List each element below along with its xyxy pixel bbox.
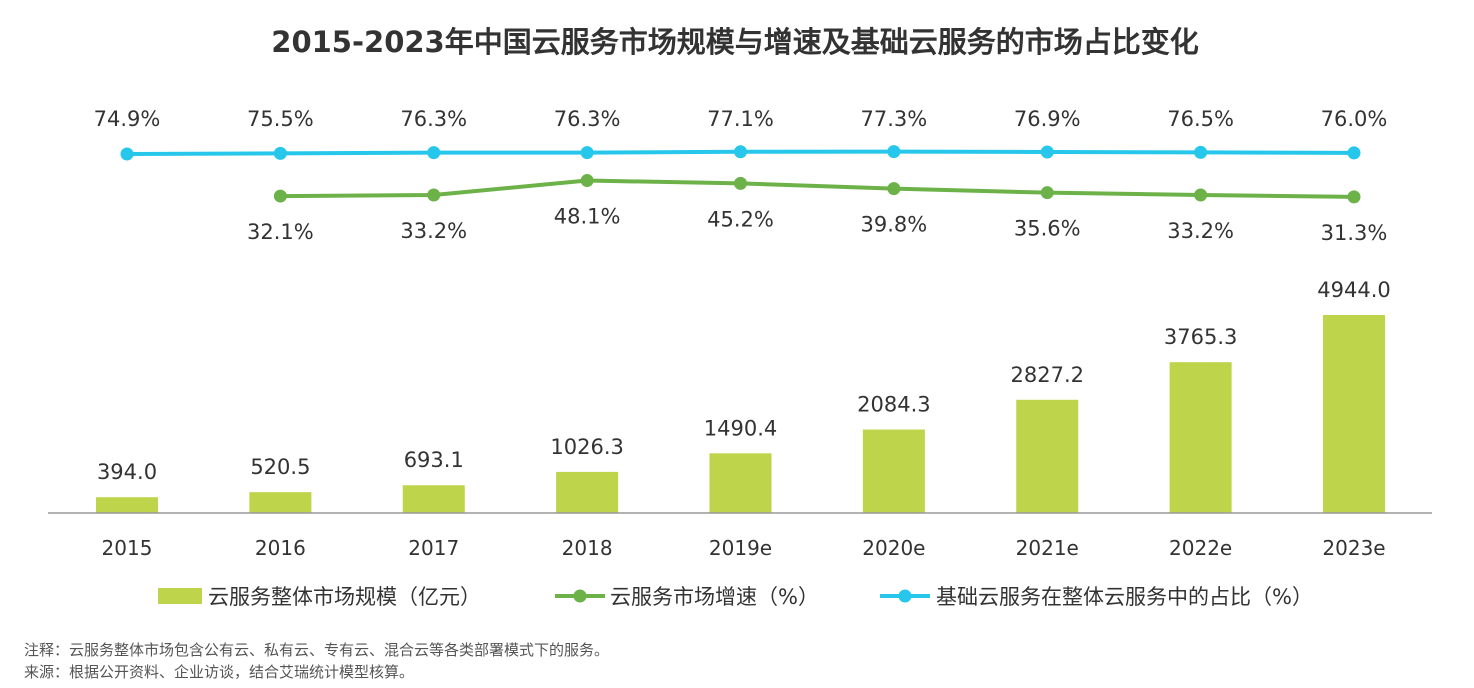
bar-2021e bbox=[1016, 399, 1079, 513]
growth-line bbox=[278, 178, 1356, 199]
bar-label-2015: 394.0 bbox=[97, 460, 157, 484]
x-tick-2017: 2017 bbox=[408, 536, 459, 560]
bar-2017 bbox=[402, 485, 465, 513]
bar-2022e bbox=[1169, 362, 1232, 513]
share-label-2016: 75.5% bbox=[247, 107, 314, 131]
growth-point-2022e bbox=[1194, 188, 1208, 202]
growth-point-2020e bbox=[887, 182, 901, 196]
bar-2020e bbox=[862, 429, 925, 513]
share-point-2016 bbox=[273, 146, 287, 160]
share-point-2019e bbox=[734, 145, 747, 159]
bars-layer: 394.0 520.5 693.1 1026.3 1490.4 2084.3 2827.2 3… bbox=[96, 278, 1391, 513]
share-label-2020e: 77.3% bbox=[861, 107, 928, 131]
bar-2023e bbox=[1323, 315, 1385, 513]
share-point-2015 bbox=[120, 147, 134, 161]
legend-share-label: 基础云服务在整体云服务中的占比（%） bbox=[936, 585, 1313, 609]
share-label-2022e: 76.5% bbox=[1167, 107, 1234, 131]
bar-label-2017: 693.1 bbox=[404, 448, 464, 472]
legend: 云服务整体市场规模（亿元） 云服务市场增速（%） 基础云服务在整体云服务中的占比（%… bbox=[158, 585, 1313, 609]
x-tick-2020e: 2020e bbox=[862, 536, 925, 560]
share-label-2017: 76.3% bbox=[400, 107, 467, 131]
x-tick-2015: 2015 bbox=[102, 536, 153, 560]
growth-label-2017: 33.2% bbox=[400, 219, 467, 243]
share-label-2018: 76.3% bbox=[554, 107, 621, 131]
x-tick-2022e: 2022e bbox=[1169, 536, 1232, 560]
growth-point-2019e bbox=[734, 176, 747, 190]
share-point-2018 bbox=[580, 146, 594, 160]
lines-layer: 74.9% 75.5% 76.3% 76.3% 77.1% 77.3% 76.9% 76.5%… bbox=[94, 107, 1388, 245]
share-point-2017 bbox=[427, 146, 441, 160]
share-point-2020e bbox=[887, 145, 901, 159]
share-label-2019e: 77.1% bbox=[707, 107, 774, 131]
growth-point-2017 bbox=[427, 188, 441, 202]
footnote: 注释：云服务整体市场包含公有云、私有云、专有云、混合云等各类部署模式下的服务。 bbox=[24, 641, 609, 659]
growth-label-2016: 32.1% bbox=[247, 220, 314, 244]
growth-label-2021e: 35.6% bbox=[1014, 217, 1081, 241]
growth-point-2016 bbox=[273, 189, 287, 203]
legend-bar-swatch bbox=[158, 588, 202, 604]
bar-label-2018: 1026.3 bbox=[550, 435, 623, 459]
growth-point-2018 bbox=[580, 174, 594, 188]
bar-label-2019e: 1490.4 bbox=[704, 416, 777, 440]
legend-growth-label: 云服务市场增速（%） bbox=[610, 585, 819, 609]
growth-label-2023e: 31.3% bbox=[1321, 221, 1388, 245]
growth-label-2018: 48.1% bbox=[554, 205, 621, 229]
legend-bar-label: 云服务整体市场规模（亿元） bbox=[208, 585, 481, 609]
x-tick-2018: 2018 bbox=[562, 536, 613, 560]
growth-point-2021e bbox=[1040, 186, 1054, 200]
share-label-2023e: 76.0% bbox=[1321, 107, 1388, 131]
share-label-2015: 74.9% bbox=[94, 107, 161, 131]
share-label-2021e: 76.9% bbox=[1014, 107, 1081, 131]
bar-label-2016: 520.5 bbox=[250, 455, 310, 479]
share-point-2021e bbox=[1040, 145, 1054, 159]
bar-2019e bbox=[709, 453, 772, 513]
legend-share-swatch-dot bbox=[898, 589, 912, 603]
source-note: 来源：根据公开资料、企业访谈，结合艾瑞统计模型核算。 bbox=[24, 663, 414, 681]
bar-2016 bbox=[249, 492, 312, 513]
bar-label-2021e: 2827.2 bbox=[1011, 363, 1084, 387]
ticks-layer: 2015 2016 2017 2018 2019e 2020e 2021e 2022e 2023… bbox=[102, 536, 1386, 560]
x-tick-2016: 2016 bbox=[255, 536, 306, 560]
bar-label-2020e: 2084.3 bbox=[857, 393, 930, 417]
bar-2015 bbox=[96, 497, 158, 513]
x-tick-2023e: 2023e bbox=[1322, 536, 1385, 560]
chart-title: 2015-2023年中国云服务市场规模与增速及基础云服务的市场占比变化 bbox=[271, 25, 1198, 59]
bar-label-2022e: 3765.3 bbox=[1164, 325, 1237, 349]
share-point-2023e bbox=[1347, 146, 1361, 160]
x-tick-2019e: 2019e bbox=[709, 536, 772, 560]
bar-2018 bbox=[556, 471, 619, 513]
share-point-2022e bbox=[1194, 145, 1208, 159]
growth-label-2020e: 39.8% bbox=[861, 213, 928, 237]
growth-point-2023e bbox=[1347, 190, 1361, 204]
growth-label-2022e: 33.2% bbox=[1167, 219, 1234, 243]
growth-label-2019e: 45.2% bbox=[707, 207, 774, 231]
legend-growth-swatch-dot bbox=[573, 589, 587, 603]
bar-label-2023e: 4944.0 bbox=[1317, 278, 1390, 302]
x-tick-2021e: 2021e bbox=[1016, 536, 1079, 560]
